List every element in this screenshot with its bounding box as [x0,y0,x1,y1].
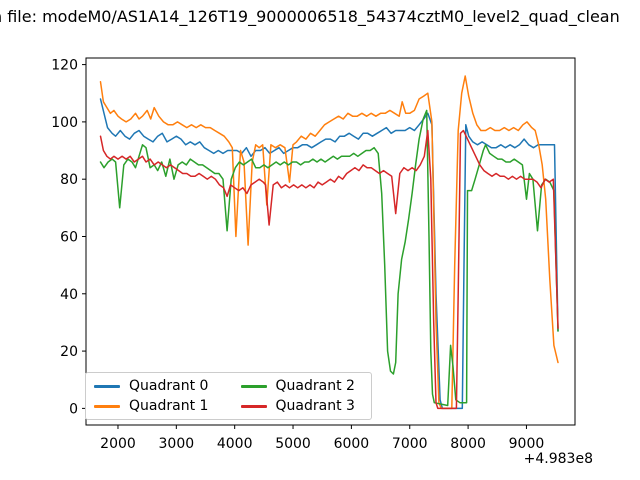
x-tick-label: 4000 [217,436,253,452]
y-tick-label: 0 [69,401,78,417]
legend-line-sample [240,384,267,388]
y-tick-label: 40 [60,287,78,303]
x-tick-label: 2000 [100,436,136,452]
legend-item: Quadrant 0 [94,377,217,395]
y-tick-label: 120 [51,58,78,74]
x-tick-label: 7000 [392,436,428,452]
x-tick-label: 3000 [159,436,195,452]
legend-item: Quadrant 1 [94,397,217,415]
legend-item-label: Quadrant 3 [275,398,355,414]
y-tick-label: 20 [60,344,78,360]
y-tick-label: 100 [51,115,78,131]
series-line-quadrant-1 [99,75,559,410]
y-tick-label: 80 [60,172,78,188]
x-tick-label: 6000 [334,436,370,452]
legend-item-label: Quadrant 0 [129,378,209,394]
legend-line-sample [94,384,120,388]
x-tick-label: 8000 [450,436,486,452]
legend-line-sample [94,404,120,408]
x-axis-offset-label: +4.983e8 [523,451,593,467]
x-tick-label: 9000 [509,436,545,452]
legend: Quadrant 0 Quadrant 1 Quadrant 2 Quadrant 3 [85,372,372,420]
axes-frame [85,57,576,426]
series-line-quadrant-3 [99,129,559,410]
legend-item-label: Quadrant 1 [129,398,209,414]
legend-item: Quadrant 2 [240,377,364,395]
legend-item: Quadrant 3 [240,397,364,415]
figure-title: n file: modeM0/AS1A14_126T19_9000006518_… [0,7,620,26]
legend-line-sample [240,404,267,408]
legend-item-label: Quadrant 2 [275,378,355,394]
series-line-quadrant-2 [99,109,559,407]
x-tick-label: 5000 [275,436,311,452]
y-tick-label: 60 [60,229,78,245]
series-line-quadrant-0 [99,98,559,410]
